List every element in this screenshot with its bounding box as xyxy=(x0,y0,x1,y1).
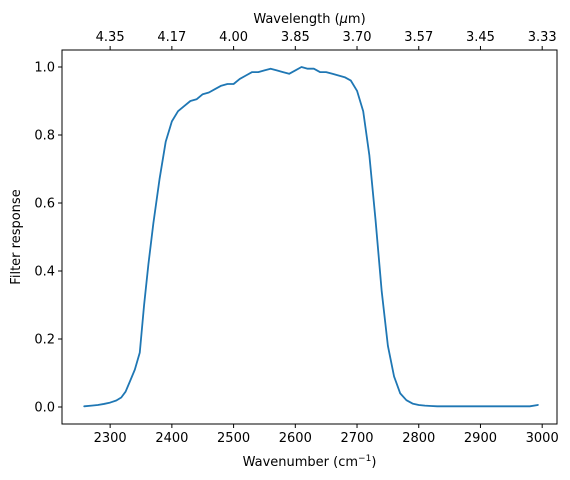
x-tick-label: 2800 xyxy=(402,431,435,446)
y-axis-label: Filter response xyxy=(9,189,24,284)
y-tick-label: 0.4 xyxy=(34,265,55,280)
top-x-tick-label: 3.45 xyxy=(466,30,495,45)
y-tick-label: 0.2 xyxy=(34,333,55,348)
top-x-tick-label: 3.85 xyxy=(281,30,310,45)
x-tick-label: 2400 xyxy=(155,431,188,446)
top-x-tick-label: 4.35 xyxy=(96,30,125,45)
x-tick-label: 2900 xyxy=(464,431,497,446)
y-tick-label: 1.0 xyxy=(34,61,55,76)
y-tick-label: 0.0 xyxy=(34,401,55,416)
top-x-tick-label: 3.70 xyxy=(343,30,372,45)
x-tick-label: 2700 xyxy=(340,431,373,446)
x-axis-label: Wavenumber (cm−1) xyxy=(243,454,377,470)
top-x-tick-label: 3.33 xyxy=(528,30,557,45)
filter-response-line xyxy=(83,66,539,408)
top-x-tick-label: 4.00 xyxy=(219,30,248,45)
ticks-layer: 2300 2400 2500 2600 2700 2800 2900 3000 4.35 4.17… xyxy=(34,30,558,446)
top-x-tick-label: 4.17 xyxy=(157,30,186,45)
y-tick-label: 0.6 xyxy=(34,197,55,212)
x-tick-label: 2500 xyxy=(217,431,250,446)
plot-frame xyxy=(61,49,558,425)
x-tick-label: 2600 xyxy=(279,431,312,446)
top-x-tick-label: 3.57 xyxy=(404,30,433,45)
top-x-axis-label: Wavelength (μm) xyxy=(253,12,365,27)
y-tick-label: 0.8 xyxy=(34,129,55,144)
x-tick-label: 3000 xyxy=(526,431,559,446)
x-tick-label: 2300 xyxy=(94,431,127,446)
